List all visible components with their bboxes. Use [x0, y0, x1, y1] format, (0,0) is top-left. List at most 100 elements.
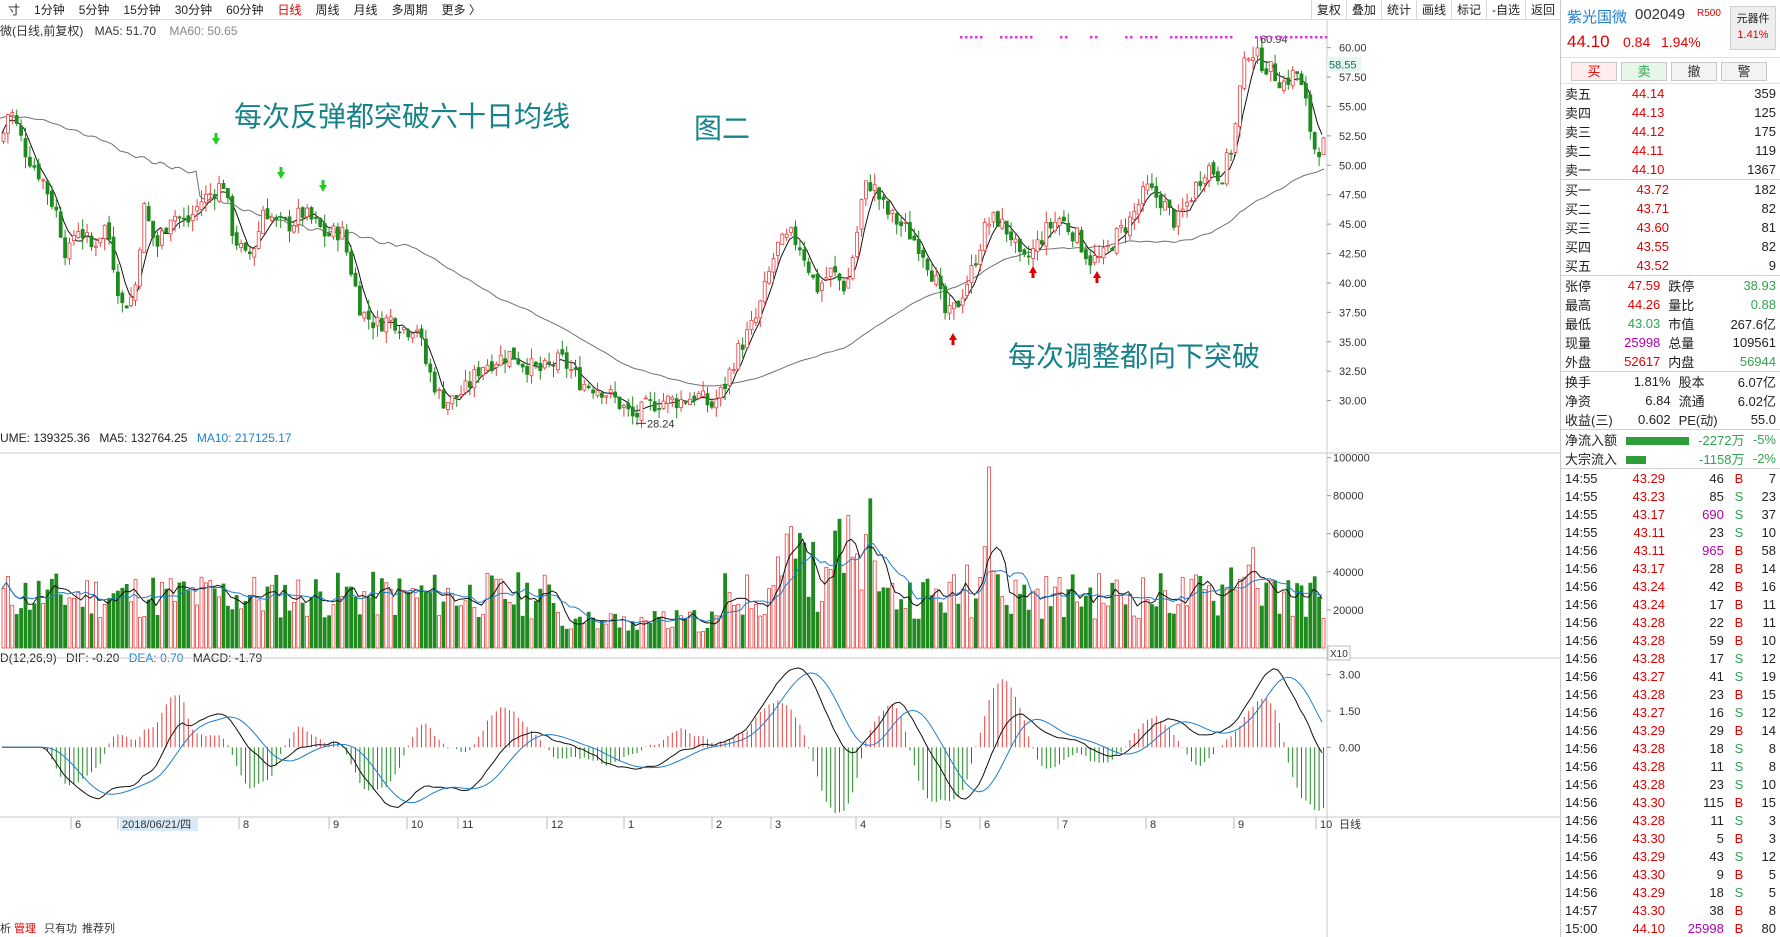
candle [344, 229, 349, 253]
tool-button-1[interactable]: 叠加 [1345, 0, 1381, 20]
period-tab-0[interactable]: 寸 [8, 3, 21, 17]
candle [1026, 255, 1031, 258]
bid-label: 买五 [1565, 259, 1592, 274]
volume-bar [129, 601, 134, 649]
volume-bar [1282, 591, 1286, 649]
volume-bar [1268, 580, 1273, 649]
volume-bar [701, 631, 705, 649]
bottom-tab[interactable]: 析 [0, 921, 11, 935]
trade-button-1[interactable]: 卖 [1621, 62, 1667, 81]
period-tab-2[interactable]: 5分钟 [78, 3, 110, 17]
tool-button-3[interactable]: 画线 [1415, 0, 1451, 20]
candle [1255, 47, 1260, 57]
volume-bar [1189, 578, 1194, 649]
candle [137, 249, 142, 287]
candle [256, 231, 261, 249]
tick-count: 23 [1761, 488, 1776, 504]
signal-dot [1195, 36, 1198, 39]
candle [1158, 194, 1163, 209]
tool-button-4[interactable]: 标记 [1450, 0, 1486, 20]
volume-bar [617, 627, 622, 649]
candle [1268, 61, 1273, 72]
period-tab-5[interactable]: 60分钟 [226, 3, 264, 17]
candle [868, 182, 873, 192]
candle [1057, 218, 1062, 227]
tick-side: B [1734, 560, 1744, 576]
tool-button-2[interactable]: 统计 [1380, 0, 1416, 20]
period-tab-4[interactable]: 30分钟 [174, 3, 213, 17]
period-tab-3[interactable]: 15分钟 [123, 3, 161, 17]
tick-count: 15 [1761, 686, 1776, 702]
tick-time: 14:56 [1565, 614, 1598, 630]
tool-button-0[interactable]: 复权 [1310, 0, 1346, 20]
candle [384, 317, 389, 333]
period-tab-8[interactable]: 月线 [353, 3, 378, 17]
bottom-tab[interactable]: 管理 [14, 921, 36, 935]
candle [1079, 229, 1084, 253]
x-tick-label: 6 [984, 819, 990, 831]
sector-button[interactable]: 元器件 1.41% [1730, 6, 1776, 50]
y-tick-label: 40000 [1333, 567, 1364, 579]
volume-bar [991, 570, 996, 649]
candle [10, 112, 15, 116]
candle [305, 207, 310, 218]
trade-button-2[interactable]: 撤 [1671, 62, 1717, 81]
tick-volume: 29 [1709, 722, 1724, 738]
price-change: 0.84 [1623, 34, 1651, 50]
period-tab-1[interactable]: 1分钟 [34, 3, 65, 17]
y-tick-label: 52.50 [1339, 131, 1367, 143]
volume-bar [375, 614, 380, 649]
volume-bar [978, 577, 983, 649]
period-tab-6[interactable]: 日线 [277, 3, 302, 17]
volume-bar [644, 620, 648, 649]
candle [80, 229, 85, 239]
bottom-tab[interactable]: 只有功 [44, 921, 77, 935]
quote-stats-2: 换手 1.81% 股本 6.07亿 净资 6.84 流通 6.02亿 收益(三) 0.602 PE(… [1561, 372, 1780, 430]
volume-bar [1176, 604, 1181, 649]
period-tab-10[interactable]: 更多 〉 [441, 3, 481, 17]
candle [710, 401, 714, 408]
kline-chart[interactable]: 60.0057.5055.0052.5050.0047.5045.0042.50… [0, 20, 1560, 937]
volume-bar [313, 579, 318, 649]
tick-volume: 38 [1709, 902, 1724, 918]
candle [450, 395, 455, 405]
stat-row: 换手 1.81% 股本 6.07亿 [1561, 372, 1780, 391]
main-chart-legend: 微(日线,前复权) MA5: 51.70 MA60: 50.65 [0, 22, 237, 39]
candle [1220, 182, 1225, 185]
volume-bar [379, 578, 384, 649]
stock-name[interactable]: 紫光国微 [1567, 9, 1628, 26]
candle [1110, 247, 1115, 251]
y-tick-label: 20000 [1333, 605, 1364, 617]
candle [269, 216, 274, 221]
candle [846, 278, 851, 289]
tick-side: B [1734, 596, 1744, 612]
trade-button-3[interactable]: 警 [1721, 62, 1767, 81]
tick-volume: 690 [1702, 506, 1724, 522]
signal-dot [1065, 36, 1068, 39]
candle [864, 180, 868, 200]
tool-button-5[interactable]: -自选 [1485, 0, 1525, 20]
volume-bar [674, 610, 679, 649]
tick-count: 10 [1761, 524, 1776, 540]
volume-bar [595, 628, 600, 649]
candle [1163, 201, 1167, 211]
tool-button-6[interactable]: 返回 [1524, 0, 1560, 20]
period-tab-7[interactable]: 周线 [315, 3, 340, 17]
x-tick-label: 3 [775, 819, 781, 831]
volume-bar [859, 589, 864, 649]
candle [767, 271, 771, 284]
trade-button-0[interactable]: 买 [1571, 62, 1617, 81]
tick-side: S [1734, 488, 1744, 504]
volume-bar [265, 586, 270, 649]
ask-row: 卖一 44.10 1367 [1561, 160, 1780, 180]
tick-side: B [1734, 866, 1744, 882]
tick-price: 43.29 [1632, 848, 1666, 864]
bottom-tab[interactable]: 推荐列 [82, 921, 115, 935]
candle [542, 360, 547, 369]
candle [1290, 69, 1295, 87]
signal-dot [1060, 36, 1063, 39]
volume-bar [388, 588, 393, 649]
candle [692, 395, 697, 402]
period-tab-9[interactable]: 多周期 [391, 3, 428, 17]
volume-bar [965, 564, 969, 649]
